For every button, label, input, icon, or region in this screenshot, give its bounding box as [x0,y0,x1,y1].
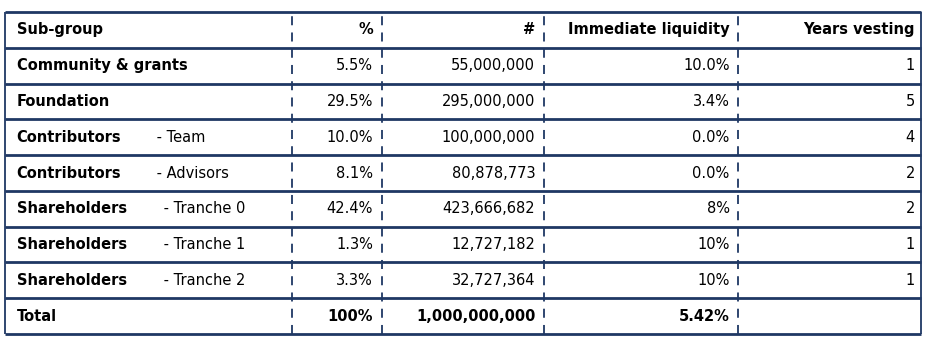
Text: - Tranche 2: - Tranche 2 [158,273,245,288]
Text: 1.3%: 1.3% [336,237,373,252]
Text: 100,000,000: 100,000,000 [442,130,535,145]
Text: 42.4%: 42.4% [327,201,373,216]
Text: 3.3%: 3.3% [336,273,373,288]
Text: Shareholders: Shareholders [17,273,127,288]
Text: 12,727,182: 12,727,182 [451,237,535,252]
Text: Immediate liquidity: Immediate liquidity [568,22,730,37]
Text: - Tranche 0: - Tranche 0 [158,201,245,216]
Text: 5.42%: 5.42% [679,309,730,324]
Text: 10%: 10% [697,237,730,252]
Text: Contributors: Contributors [17,165,121,181]
Text: 2: 2 [906,201,915,216]
Text: 10.0%: 10.0% [327,130,373,145]
Text: 10%: 10% [697,273,730,288]
Text: #: # [523,22,535,37]
Text: 3.4%: 3.4% [693,94,730,109]
Text: 10.0%: 10.0% [683,58,730,73]
Text: 29.5%: 29.5% [327,94,373,109]
Text: Years vesting: Years vesting [804,22,915,37]
Text: - Tranche 1: - Tranche 1 [158,237,245,252]
Text: 4: 4 [906,130,915,145]
Text: Contributors: Contributors [17,130,121,145]
Text: Shareholders: Shareholders [17,201,127,216]
Text: 1,000,000,000: 1,000,000,000 [416,309,535,324]
Text: Sub-group: Sub-group [17,22,103,37]
Text: 1: 1 [906,273,915,288]
Text: 8%: 8% [707,201,730,216]
Text: 80,878,773: 80,878,773 [452,165,535,181]
Text: - Advisors: - Advisors [152,165,229,181]
Text: 423,666,682: 423,666,682 [443,201,535,216]
Text: 295,000,000: 295,000,000 [442,94,535,109]
Text: 1: 1 [906,237,915,252]
Text: 100%: 100% [328,309,373,324]
Text: 2: 2 [906,165,915,181]
Text: 8.1%: 8.1% [336,165,373,181]
Text: 5: 5 [906,94,915,109]
Text: Total: Total [17,309,56,324]
Text: Foundation: Foundation [17,94,110,109]
Text: 0.0%: 0.0% [693,130,730,145]
Text: 5.5%: 5.5% [336,58,373,73]
Text: Community & grants: Community & grants [17,58,187,73]
Text: %: % [358,22,373,37]
Text: 1: 1 [906,58,915,73]
Text: - Team: - Team [152,130,205,145]
Text: 55,000,000: 55,000,000 [451,58,535,73]
Text: 0.0%: 0.0% [693,165,730,181]
Text: Shareholders: Shareholders [17,237,127,252]
Text: 32,727,364: 32,727,364 [452,273,535,288]
